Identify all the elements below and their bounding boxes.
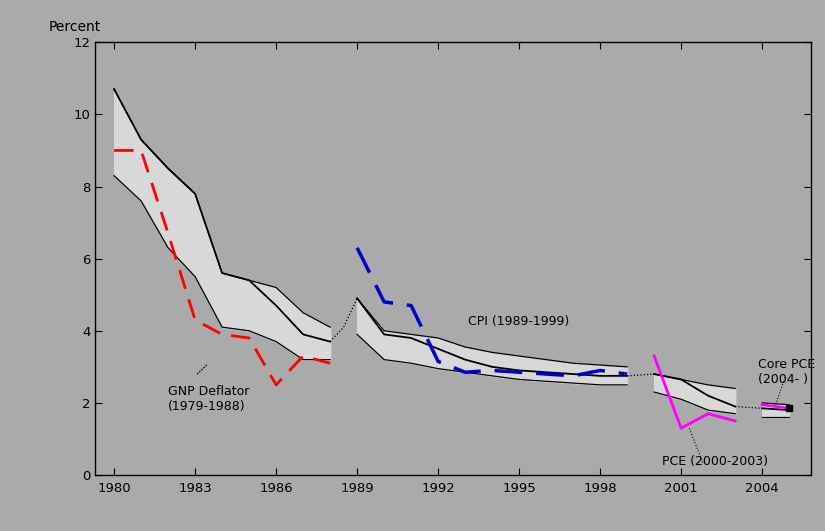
Text: Percent: Percent — [49, 20, 101, 33]
Text: GNP Deflator
(1979-1988): GNP Deflator (1979-1988) — [168, 385, 249, 413]
Text: Core PCE
(2004- ): Core PCE (2004- ) — [758, 358, 815, 386]
Text: PCE (2000-2003): PCE (2000-2003) — [662, 455, 768, 468]
Text: CPI (1989-1999): CPI (1989-1999) — [468, 314, 569, 328]
